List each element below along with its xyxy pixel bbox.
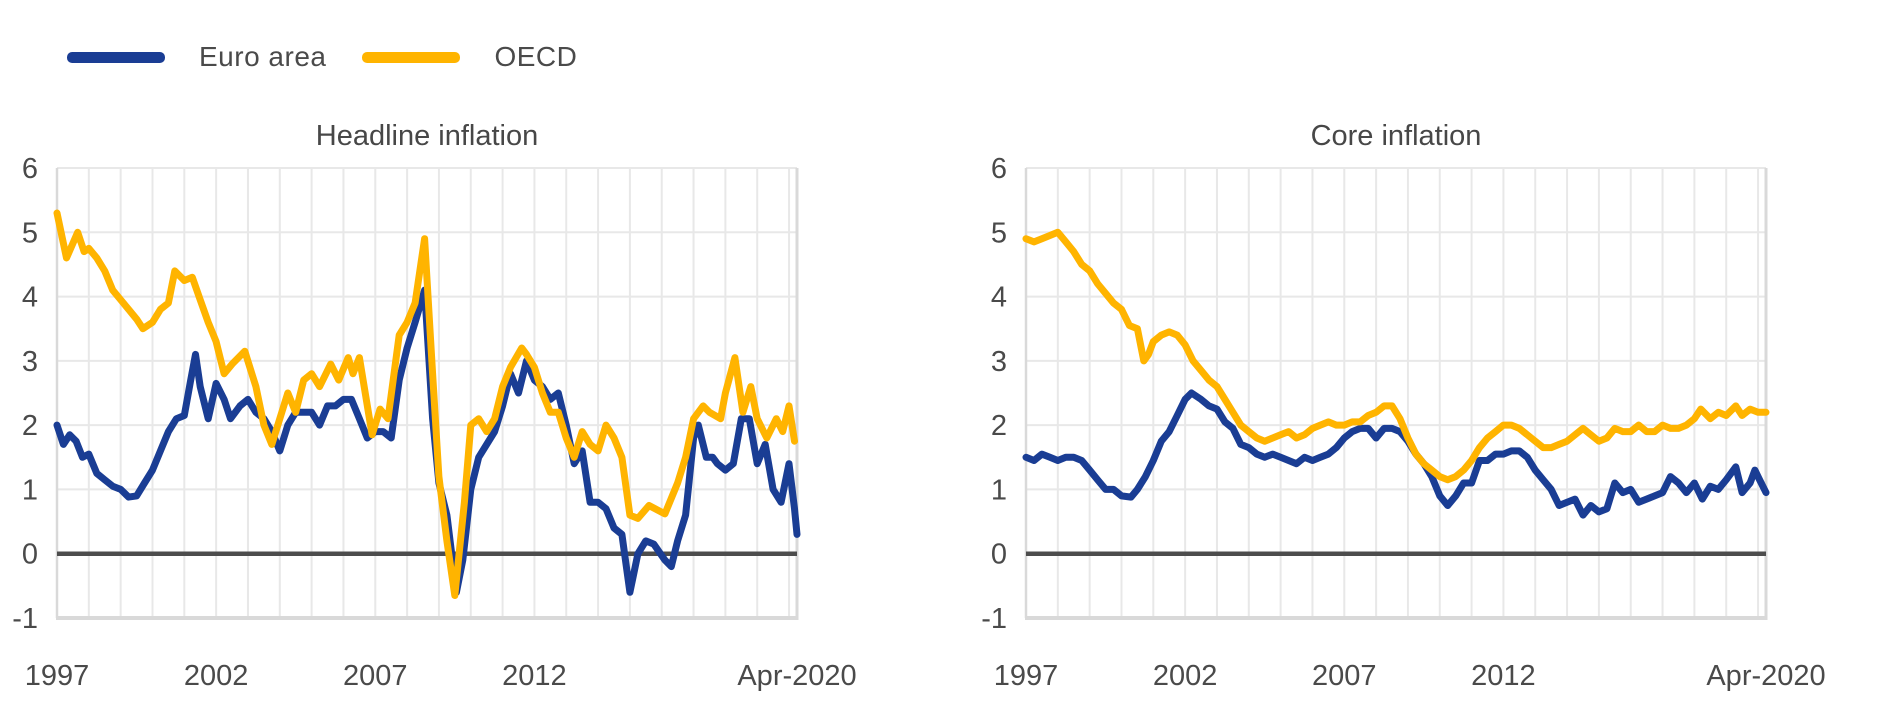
x-tick-label: 1997: [994, 660, 1059, 692]
legend-label-euro-area: Euro area: [199, 41, 327, 72]
x-tick-label: 2002: [1153, 660, 1218, 692]
y-tick-label: -1: [981, 603, 1007, 635]
y-tick-label: 6: [991, 153, 1007, 185]
x-tick-label: 1997: [25, 660, 90, 692]
y-tick-label: 5: [991, 217, 1007, 249]
headline-inflation-chart: Headline inflation 6 5 4 3 2 1 0 -1 1997 2002 2007 2…: [12, 120, 856, 692]
x-tick-label: 2007: [1312, 660, 1377, 692]
y-tick-label: 0: [22, 539, 38, 571]
legend-item-oecd: OECD: [362, 41, 577, 73]
series-line-euro-area: [1022, 389, 1770, 519]
y-tick-label: 3: [991, 346, 1007, 378]
core-inflation-chart: Core inflation 6 5 4 3 2 1 0 -1 1997 2002 2007 2012 A…: [981, 120, 1825, 692]
series-line-oecd: [1022, 228, 1770, 484]
y-tick-label: 0: [991, 539, 1007, 571]
chart-title: Headline inflation: [316, 120, 538, 152]
euro-area-line-swatch: [67, 51, 165, 63]
x-tick-label: Apr-2020: [737, 660, 856, 692]
x-tick-label: 2002: [184, 660, 249, 692]
y-tick-label: -1: [12, 603, 38, 635]
series-line-oecd: [53, 209, 798, 599]
y-tick-label: 1: [22, 474, 38, 506]
y-tick-label: 2: [991, 410, 1007, 442]
x-tick-label: 2007: [343, 660, 408, 692]
y-tick-label: 4: [22, 282, 38, 314]
y-tick-label: 2: [22, 410, 38, 442]
x-tick-label: Apr-2020: [1706, 660, 1825, 692]
x-tick-label: 2012: [502, 660, 567, 692]
legend: Euro area OECD: [67, 40, 577, 74]
legend-label-oecd: OECD: [494, 41, 578, 72]
y-tick-label: 4: [991, 282, 1007, 314]
y-tick-label: 1: [991, 474, 1007, 506]
x-tick-label: 2012: [1471, 660, 1536, 692]
y-tick-label: 6: [22, 153, 38, 185]
y-tick-label: 3: [22, 346, 38, 378]
y-tick-label: 5: [22, 217, 38, 249]
oecd-line-swatch: [362, 51, 461, 63]
chart-title: Core inflation: [1311, 120, 1482, 152]
legend-item-euro-area: Euro area: [67, 41, 326, 73]
